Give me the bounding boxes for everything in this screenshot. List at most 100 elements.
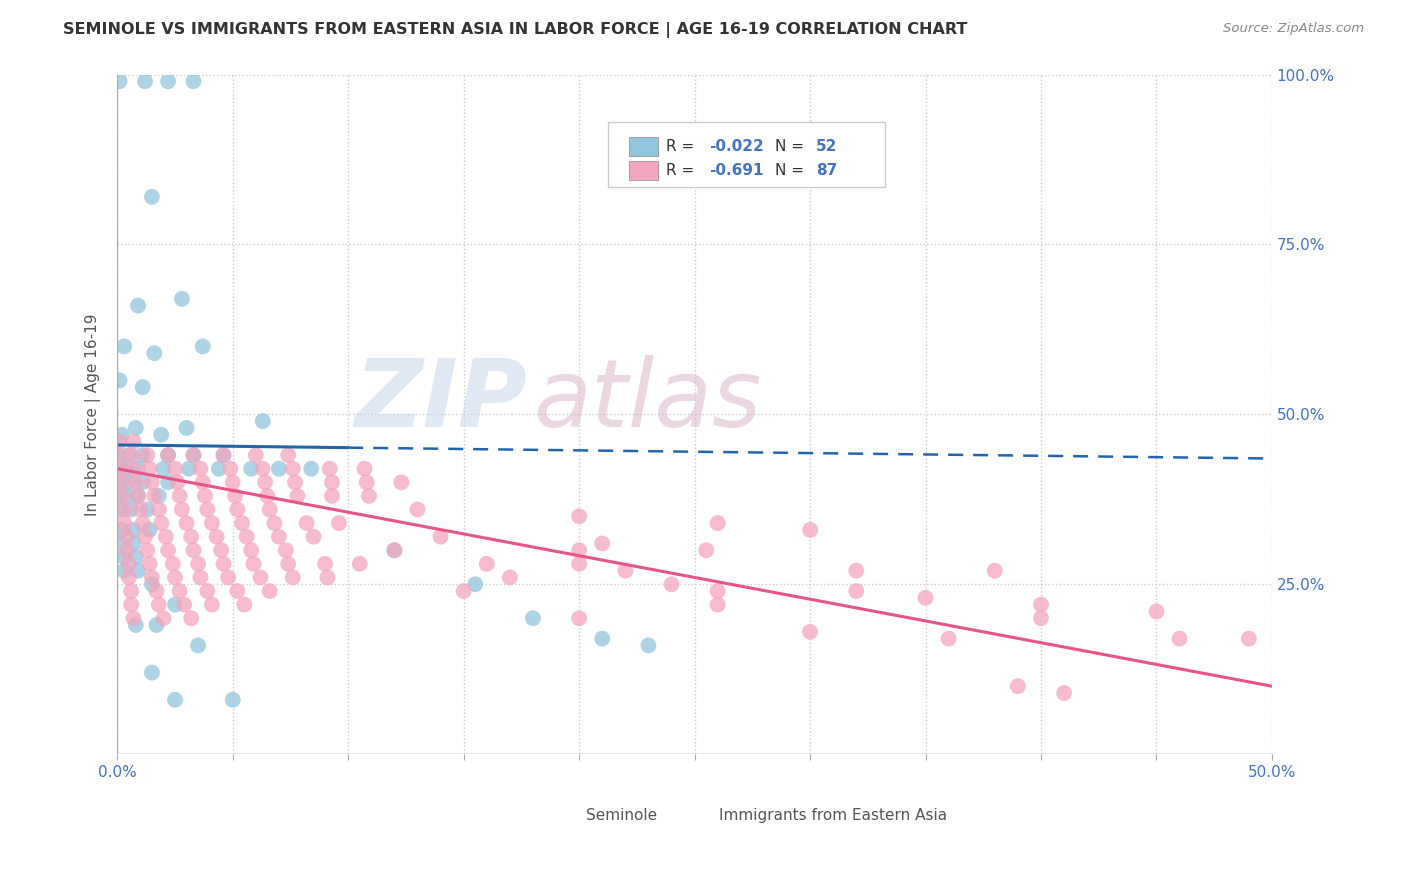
Point <box>134 74 156 88</box>
Point <box>108 448 131 462</box>
Point <box>125 421 148 435</box>
Point <box>591 632 613 646</box>
Point <box>349 557 371 571</box>
Point <box>108 461 131 475</box>
Point <box>148 598 170 612</box>
Point <box>499 570 522 584</box>
Point <box>118 557 141 571</box>
Point <box>249 570 271 584</box>
Point <box>217 570 239 584</box>
Point <box>194 489 217 503</box>
Point <box>115 489 138 503</box>
Point <box>195 502 218 516</box>
Point <box>938 632 960 646</box>
Point <box>914 591 936 605</box>
Point <box>267 461 290 475</box>
Point <box>127 299 149 313</box>
Point <box>212 557 235 571</box>
Point <box>148 489 170 503</box>
Point <box>226 584 249 599</box>
Point <box>183 74 205 88</box>
Point <box>464 577 486 591</box>
Point <box>187 557 209 571</box>
Point <box>799 523 821 537</box>
Point <box>314 557 336 571</box>
Point <box>176 516 198 530</box>
Point <box>224 489 246 503</box>
Text: Source: ZipAtlas.com: Source: ZipAtlas.com <box>1223 22 1364 36</box>
Point <box>152 611 174 625</box>
Point <box>125 475 148 490</box>
Point <box>209 543 232 558</box>
Point <box>321 475 343 490</box>
Point <box>984 564 1007 578</box>
Point <box>226 502 249 516</box>
Point <box>242 557 264 571</box>
Point <box>277 448 299 462</box>
Point <box>145 584 167 599</box>
Point <box>108 502 131 516</box>
Text: N =: N = <box>776 139 810 154</box>
Point <box>111 475 134 490</box>
Point <box>111 427 134 442</box>
Point <box>127 489 149 503</box>
Point <box>163 570 186 584</box>
Point <box>176 421 198 435</box>
Point <box>845 564 868 578</box>
Text: Seminole: Seminole <box>586 808 657 822</box>
Point <box>141 577 163 591</box>
FancyBboxPatch shape <box>628 161 658 180</box>
Point <box>169 584 191 599</box>
Point <box>295 516 318 530</box>
Point <box>180 530 202 544</box>
Point <box>127 461 149 475</box>
Point <box>157 74 180 88</box>
Point <box>177 461 200 475</box>
Point <box>134 530 156 544</box>
Point <box>118 475 141 490</box>
Point <box>173 598 195 612</box>
Point <box>614 564 637 578</box>
Point <box>136 543 159 558</box>
Point <box>706 516 728 530</box>
Point <box>328 516 350 530</box>
Point <box>183 448 205 462</box>
Text: Immigrants from Eastern Asia: Immigrants from Eastern Asia <box>718 808 948 822</box>
Point <box>240 543 263 558</box>
Point <box>319 461 342 475</box>
Point <box>302 530 325 544</box>
Point <box>222 693 245 707</box>
Point <box>222 475 245 490</box>
Point <box>191 339 214 353</box>
Point <box>163 693 186 707</box>
Point <box>187 639 209 653</box>
Point <box>321 489 343 503</box>
Point <box>141 570 163 584</box>
Point <box>108 489 131 503</box>
Point <box>281 461 304 475</box>
Point <box>131 380 153 394</box>
Point <box>122 434 145 449</box>
Point <box>145 618 167 632</box>
Point <box>356 475 378 490</box>
Point <box>245 448 267 462</box>
Point <box>259 502 281 516</box>
Text: ZIP: ZIP <box>354 355 527 447</box>
Point <box>120 584 142 599</box>
Point <box>568 509 591 524</box>
Point <box>1029 611 1052 625</box>
Point <box>108 475 131 490</box>
Point <box>162 557 184 571</box>
Point <box>382 543 405 558</box>
Point <box>453 584 475 599</box>
Point <box>284 475 307 490</box>
Point <box>353 461 375 475</box>
Point <box>131 516 153 530</box>
Point <box>143 346 166 360</box>
Point <box>1168 632 1191 646</box>
Point <box>475 557 498 571</box>
Point <box>163 461 186 475</box>
Point <box>1053 686 1076 700</box>
Point <box>799 624 821 639</box>
Point <box>131 475 153 490</box>
